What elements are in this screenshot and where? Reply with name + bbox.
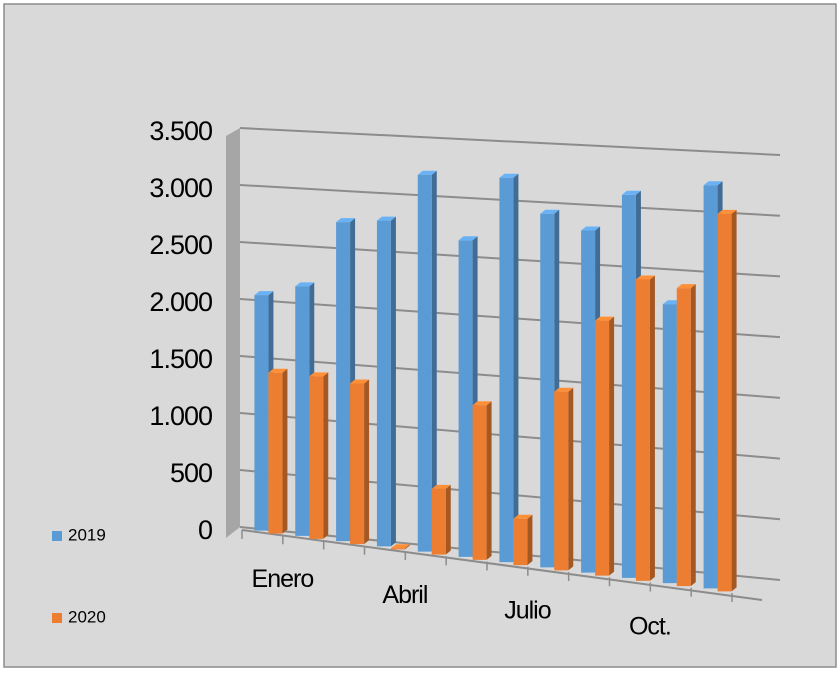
bar-face xyxy=(417,170,437,175)
bar-face xyxy=(554,391,569,571)
bar-face xyxy=(268,372,283,534)
x-tick-label: Abril xyxy=(382,581,427,609)
bar xyxy=(309,372,329,539)
bar-face xyxy=(350,383,365,545)
bar-face xyxy=(609,316,615,576)
y-tick-label: 1.500 xyxy=(149,344,212,374)
bar-face xyxy=(581,226,601,231)
bar-face xyxy=(404,544,410,550)
bar-face xyxy=(703,181,723,186)
bar-face xyxy=(458,240,473,557)
y-tick-label: 3.500 xyxy=(149,116,212,146)
bar-face xyxy=(445,484,451,555)
bar-face xyxy=(595,316,615,321)
bar xyxy=(499,173,519,563)
bar-face xyxy=(690,284,696,587)
bar-face xyxy=(309,372,329,377)
bar-face xyxy=(282,368,288,534)
side-wall xyxy=(226,128,240,538)
y-tick-label: 1.000 xyxy=(149,401,212,431)
bar-face xyxy=(568,387,574,571)
bar xyxy=(431,484,451,555)
bar-face xyxy=(717,209,737,214)
bar-face xyxy=(662,304,677,584)
bar-face xyxy=(323,372,329,539)
bar-face xyxy=(513,518,528,566)
bar-face xyxy=(295,286,310,536)
x-tick-label: Julio xyxy=(504,597,551,625)
bar-face xyxy=(417,174,432,552)
bar-face xyxy=(499,173,519,178)
bar-face xyxy=(635,279,650,581)
bar-face xyxy=(431,484,451,489)
y-tick-label: 2.500 xyxy=(149,230,212,260)
bar-face xyxy=(309,376,324,539)
bar-face xyxy=(431,488,446,555)
bar-face xyxy=(703,185,718,589)
bar-face xyxy=(390,548,405,550)
bar-face xyxy=(376,220,391,547)
bar-face xyxy=(717,213,732,592)
bar-face xyxy=(486,401,492,560)
bar xyxy=(513,514,533,566)
bar-face xyxy=(336,222,351,542)
bar-face xyxy=(364,379,370,545)
bar-face xyxy=(635,275,655,280)
legend-label: 2019 xyxy=(68,525,106,544)
bar-face xyxy=(472,401,492,406)
bar-face xyxy=(581,230,596,573)
bar-face xyxy=(540,213,555,568)
bar xyxy=(554,387,574,571)
bar xyxy=(472,401,492,560)
bar-face xyxy=(540,209,560,214)
grid-line xyxy=(239,127,781,156)
bar-face xyxy=(649,275,655,581)
y-tick-label: 3.000 xyxy=(149,173,212,203)
bar-face xyxy=(595,320,610,576)
bar-face xyxy=(499,177,514,563)
x-tick-label: Oct. xyxy=(629,612,671,640)
bar xyxy=(376,216,396,547)
x-tick-label: Enero xyxy=(252,565,314,593)
bar-face xyxy=(621,194,636,578)
floor-edge xyxy=(241,529,763,601)
bar-face xyxy=(254,295,269,531)
y-tick-label: 500 xyxy=(170,458,212,488)
bar-face xyxy=(336,218,356,223)
bar-face xyxy=(350,379,370,384)
y-tick-label: 0 xyxy=(198,515,212,545)
bar-face xyxy=(431,170,437,552)
bar-face xyxy=(527,514,533,566)
bar-face xyxy=(295,282,315,287)
bar xyxy=(417,170,437,552)
bar-face xyxy=(676,284,696,289)
bar-face xyxy=(554,387,574,392)
bar-face xyxy=(376,216,396,221)
bar xyxy=(595,316,615,576)
bar-face xyxy=(458,236,478,241)
bar-face xyxy=(513,173,519,563)
bar-face xyxy=(390,544,410,549)
bar-face xyxy=(731,209,737,592)
bar-face xyxy=(390,216,396,547)
bar xyxy=(390,544,410,550)
bar xyxy=(635,275,655,581)
legend-label: 2020 xyxy=(68,607,106,626)
bar-face xyxy=(472,405,487,560)
bar xyxy=(717,209,737,592)
bar xyxy=(350,379,370,545)
legend-swatch xyxy=(52,613,62,623)
bar-face xyxy=(268,368,288,373)
y-tick-label: 2.000 xyxy=(149,287,212,317)
bar-face xyxy=(513,514,533,519)
bar xyxy=(268,368,288,534)
bar-face xyxy=(621,190,641,195)
bar-face xyxy=(254,291,274,296)
bar xyxy=(676,284,696,587)
legend-swatch xyxy=(52,531,62,541)
bar-face xyxy=(676,288,691,587)
